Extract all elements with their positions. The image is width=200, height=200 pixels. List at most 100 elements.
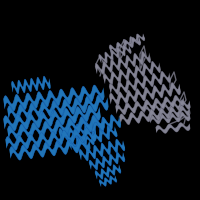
Polygon shape	[7, 115, 105, 141]
Polygon shape	[62, 130, 74, 144]
Polygon shape	[104, 178, 112, 185]
Polygon shape	[116, 95, 184, 115]
Polygon shape	[76, 136, 87, 148]
Polygon shape	[88, 105, 101, 120]
Polygon shape	[123, 45, 131, 54]
Polygon shape	[68, 118, 80, 133]
Polygon shape	[3, 105, 101, 131]
Polygon shape	[159, 108, 170, 119]
Polygon shape	[40, 111, 52, 126]
Polygon shape	[28, 134, 40, 148]
Polygon shape	[43, 76, 50, 89]
Polygon shape	[107, 167, 115, 175]
Polygon shape	[64, 108, 76, 123]
Polygon shape	[151, 61, 160, 73]
Polygon shape	[164, 97, 174, 108]
Polygon shape	[101, 143, 110, 155]
Polygon shape	[144, 104, 153, 114]
Polygon shape	[55, 141, 67, 154]
Polygon shape	[9, 138, 91, 160]
Polygon shape	[143, 63, 152, 75]
Polygon shape	[123, 39, 132, 46]
Polygon shape	[181, 100, 190, 110]
Polygon shape	[167, 124, 179, 132]
Polygon shape	[110, 59, 120, 71]
Polygon shape	[171, 101, 181, 111]
Polygon shape	[51, 131, 63, 145]
Polygon shape	[109, 37, 141, 53]
Polygon shape	[125, 102, 135, 113]
Polygon shape	[117, 42, 126, 50]
Polygon shape	[3, 96, 15, 111]
Polygon shape	[144, 100, 155, 110]
Polygon shape	[17, 135, 29, 149]
Polygon shape	[162, 84, 172, 96]
Polygon shape	[63, 99, 75, 114]
Polygon shape	[127, 90, 137, 102]
Polygon shape	[129, 112, 140, 123]
Polygon shape	[73, 129, 85, 143]
Polygon shape	[126, 79, 136, 91]
Polygon shape	[135, 65, 145, 77]
Polygon shape	[105, 52, 113, 61]
Polygon shape	[118, 81, 128, 93]
Polygon shape	[92, 115, 105, 130]
Polygon shape	[123, 34, 145, 46]
Polygon shape	[119, 69, 129, 81]
Polygon shape	[95, 171, 103, 179]
Polygon shape	[120, 105, 190, 125]
Polygon shape	[103, 73, 113, 85]
Polygon shape	[92, 85, 104, 100]
Polygon shape	[76, 107, 89, 122]
Polygon shape	[56, 120, 68, 135]
Polygon shape	[109, 83, 119, 95]
Polygon shape	[127, 67, 137, 79]
Polygon shape	[70, 88, 82, 103]
Polygon shape	[99, 54, 107, 63]
Polygon shape	[37, 77, 44, 90]
Polygon shape	[109, 71, 171, 95]
Polygon shape	[109, 83, 181, 105]
Polygon shape	[77, 138, 89, 152]
Polygon shape	[30, 103, 41, 118]
Polygon shape	[160, 114, 170, 123]
Polygon shape	[94, 145, 103, 157]
Polygon shape	[156, 123, 190, 133]
Polygon shape	[59, 89, 71, 104]
Polygon shape	[85, 122, 95, 134]
Polygon shape	[96, 95, 108, 110]
Polygon shape	[69, 139, 79, 150]
Polygon shape	[136, 89, 146, 101]
Polygon shape	[116, 139, 125, 151]
Polygon shape	[80, 117, 93, 132]
Polygon shape	[95, 51, 151, 75]
Polygon shape	[11, 76, 51, 94]
Polygon shape	[7, 126, 20, 141]
Polygon shape	[11, 81, 19, 94]
Polygon shape	[3, 85, 105, 111]
Polygon shape	[79, 139, 125, 161]
Polygon shape	[103, 156, 111, 166]
Polygon shape	[67, 126, 78, 139]
Polygon shape	[66, 139, 78, 153]
Polygon shape	[173, 95, 183, 106]
Polygon shape	[132, 37, 141, 45]
Polygon shape	[7, 95, 109, 121]
Polygon shape	[15, 114, 28, 129]
Polygon shape	[160, 71, 170, 83]
Polygon shape	[85, 96, 97, 112]
Polygon shape	[37, 92, 48, 107]
Polygon shape	[81, 86, 93, 102]
Polygon shape	[99, 128, 110, 140]
Polygon shape	[6, 128, 96, 150]
Polygon shape	[118, 92, 128, 104]
Polygon shape	[6, 136, 17, 150]
Polygon shape	[153, 103, 163, 113]
Polygon shape	[89, 160, 98, 170]
Polygon shape	[117, 47, 125, 56]
Polygon shape	[156, 125, 167, 133]
Polygon shape	[111, 50, 119, 58]
Polygon shape	[41, 102, 52, 117]
Polygon shape	[69, 126, 117, 150]
Polygon shape	[99, 176, 117, 186]
